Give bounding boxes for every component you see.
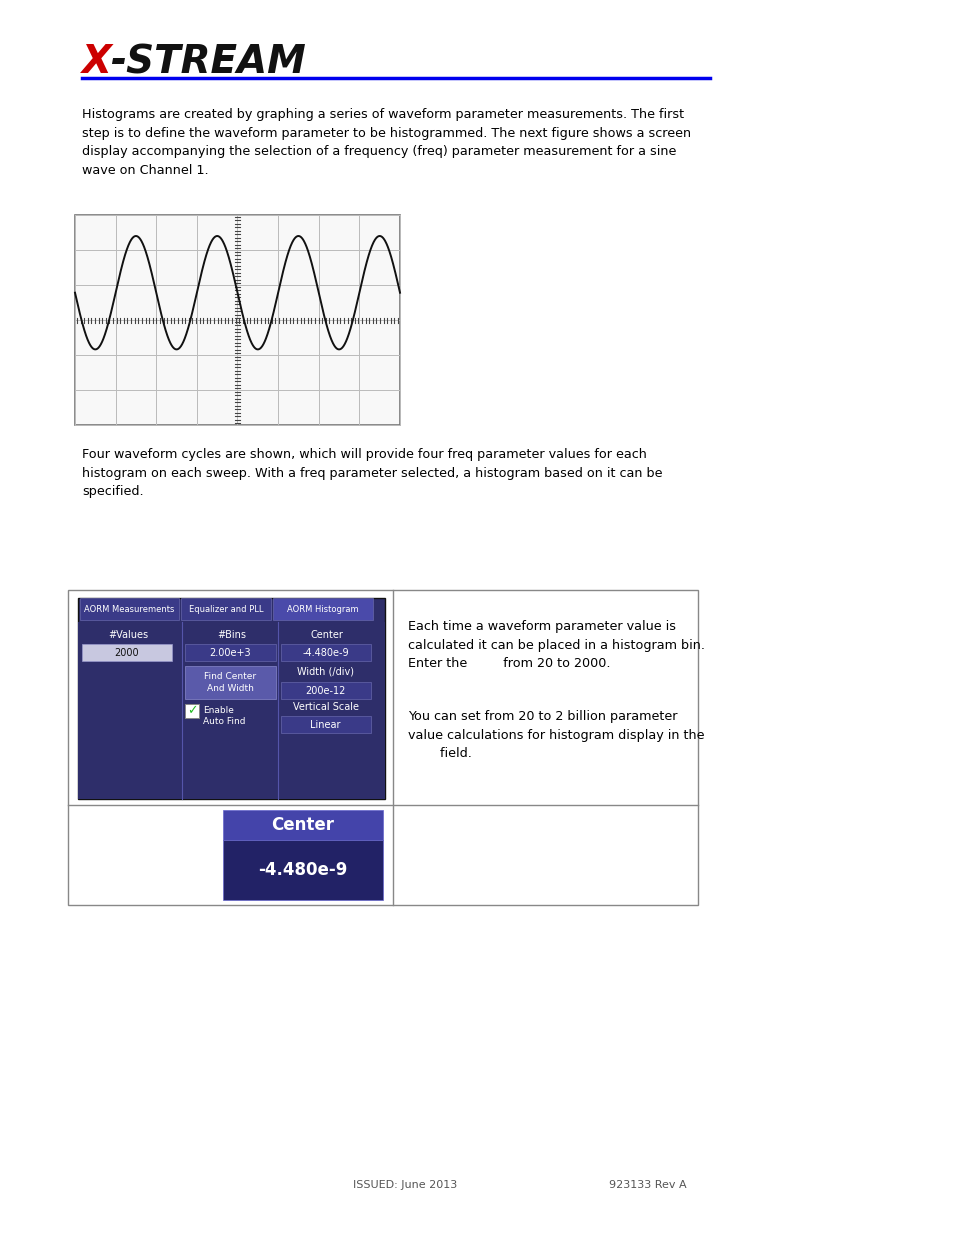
Text: Width (/div): Width (/div) (296, 666, 354, 676)
Text: You can set from 20 to 2 billion parameter
value calculations for histogram disp: You can set from 20 to 2 billion paramet… (408, 710, 703, 760)
Text: AORM Measurements: AORM Measurements (85, 604, 174, 614)
Bar (185, 704, 199, 718)
Text: Center: Center (272, 816, 335, 834)
Text: -STREAM: -STREAM (110, 43, 305, 82)
Bar (280, 643, 371, 661)
Text: #Bins: #Bins (216, 630, 246, 640)
Text: 923133 Rev A: 923133 Rev A (609, 1179, 686, 1191)
Text: Find Center
And Width: Find Center And Width (204, 672, 256, 693)
Bar (181, 598, 271, 620)
Bar (80, 598, 179, 620)
Bar (82, 643, 172, 661)
Text: Four waveform cycles are shown, which will provide four freq parameter values fo: Four waveform cycles are shown, which wi… (82, 448, 661, 498)
Text: -4.480e-9: -4.480e-9 (302, 647, 349, 657)
Bar (280, 682, 371, 699)
Bar (185, 666, 275, 699)
Text: AORM Histogram: AORM Histogram (287, 604, 358, 614)
Bar (78, 622, 385, 799)
Bar (68, 590, 698, 905)
Bar (223, 840, 382, 900)
Text: Histograms are created by graphing a series of waveform parameter measurements. : Histograms are created by graphing a ser… (82, 107, 690, 177)
Bar (280, 716, 371, 734)
Text: Center: Center (310, 630, 343, 640)
Text: 2.00e+3: 2.00e+3 (210, 647, 251, 657)
Bar (223, 810, 382, 840)
Bar (75, 215, 399, 425)
Text: X: X (82, 43, 112, 82)
Bar (185, 643, 275, 661)
Text: Equalizer and PLL: Equalizer and PLL (189, 604, 263, 614)
Text: Linear: Linear (310, 720, 340, 730)
Text: -4.480e-9: -4.480e-9 (258, 861, 347, 879)
Text: #Values: #Values (108, 630, 148, 640)
Text: 200e-12: 200e-12 (305, 685, 346, 695)
Bar (274, 598, 373, 620)
Bar (78, 598, 385, 799)
Text: Vertical Scale: Vertical Scale (293, 701, 358, 713)
Text: Each time a waveform parameter value is
calculated it can be placed in a histogr: Each time a waveform parameter value is … (408, 620, 704, 671)
Text: ✓: ✓ (187, 704, 197, 718)
Text: Enable
Auto Find: Enable Auto Find (203, 706, 246, 726)
Text: 2000: 2000 (114, 647, 139, 657)
Text: ISSUED: June 2013: ISSUED: June 2013 (353, 1179, 456, 1191)
